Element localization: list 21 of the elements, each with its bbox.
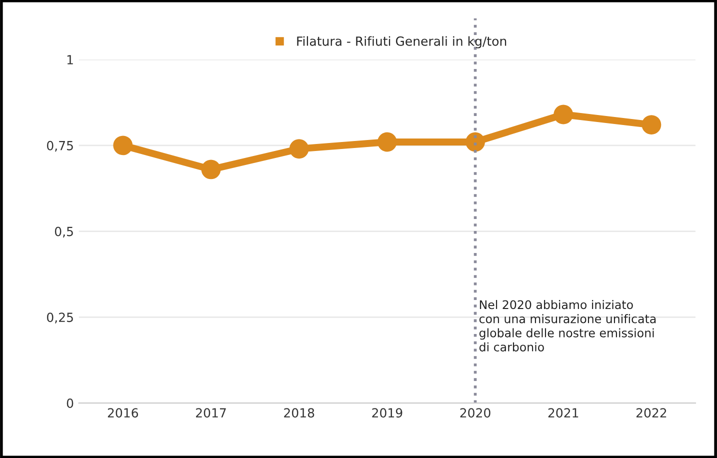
point — [466, 132, 485, 152]
legend-label: Filatura - Rifiuti Generali in kg/ton — [297, 36, 506, 48]
y-tick-label: 0,25 — [47, 312, 73, 324]
x-tick-label: 2022 — [636, 408, 666, 418]
x-tick-label: 2017 — [196, 408, 226, 418]
x-tick-label: 2018 — [284, 408, 314, 418]
point — [289, 139, 309, 159]
x-tick-label: 2020 — [460, 408, 490, 418]
point — [642, 115, 662, 135]
annotation: Nel 2020 abbiamo iniziato con una misurazione unificata globale delle nostre emissioni di carbonio — [479, 300, 656, 352]
point — [377, 132, 397, 152]
point — [113, 136, 133, 156]
point — [554, 104, 574, 124]
x-tick-label: 2021 — [548, 408, 578, 418]
y-tick-label: 0 — [66, 398, 74, 408]
y-tick-label: 0,5 — [54, 226, 73, 238]
y-tick-label: 0,75 — [47, 140, 73, 152]
point — [201, 160, 221, 180]
x-tick-label: 2019 — [372, 408, 402, 418]
y-tick-label: 1 — [67, 55, 73, 64]
x-tick-label: 2016 — [108, 408, 138, 418]
